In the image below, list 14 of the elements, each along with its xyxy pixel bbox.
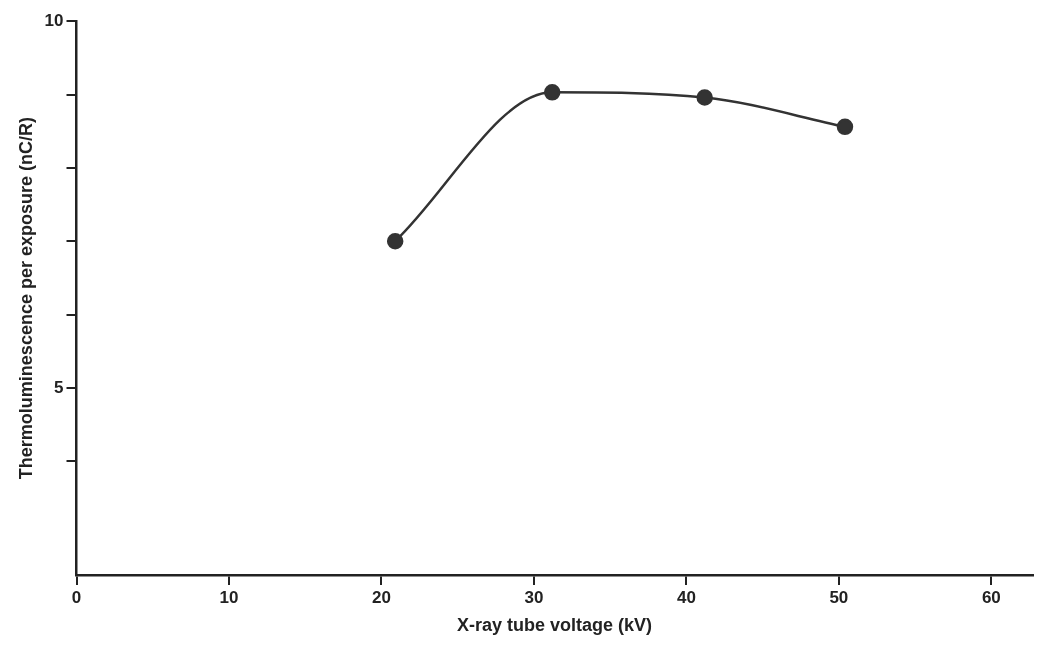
x-tick-label: 50 [829,587,849,607]
point [696,89,713,106]
x-tick-label: 0 [71,587,82,607]
x-tick-label: 40 [676,587,696,607]
point [543,84,561,101]
point [836,118,854,136]
x-tick-label: 30 [524,587,544,607]
y-axis-title: Thermoluminescence per exposure (nC/R) [15,117,36,480]
point [386,233,404,250]
x-tick-label: 10 [219,587,239,607]
x-tick-label: 20 [371,587,391,607]
x-tick-label: 60 [981,587,1001,607]
y-tick-label: 5 [54,377,64,397]
x-axis-title: X-ray tube voltage (kV) [456,615,653,636]
